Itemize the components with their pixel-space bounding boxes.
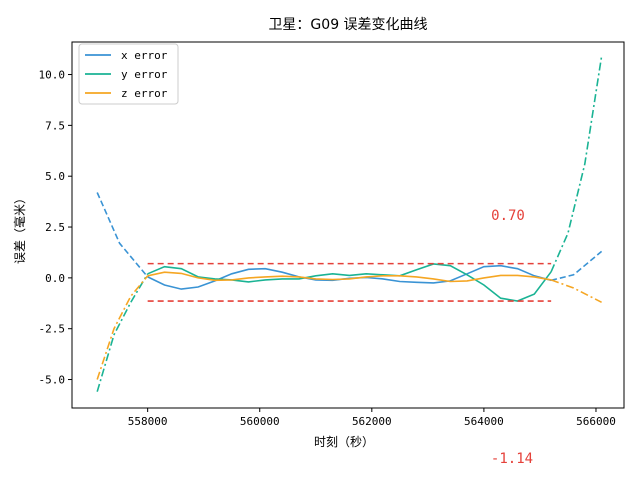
- series-z-error-post: [550, 279, 602, 304]
- y-axis-label: 误差（毫米）: [12, 192, 27, 264]
- x-tick-label-560000: 560000: [240, 415, 280, 428]
- chart-title: 卫星：G09 误差变化曲线: [268, 17, 427, 33]
- series-y-error-fit: [147, 263, 552, 302]
- x-tick-label-562000: 562000: [352, 415, 392, 428]
- y-tick-label-5: 5.0: [45, 170, 65, 183]
- y-tick-label--5: -5.0: [39, 374, 66, 387]
- x-tick-label-566000: 566000: [576, 415, 616, 428]
- plot-frame: [71, 41, 625, 409]
- series-x-error-pre: [96, 192, 149, 278]
- y-tick-label-7.5: 7.5: [45, 119, 65, 132]
- series-z-error-pre: [96, 275, 149, 380]
- series-y-error-pre: [96, 273, 149, 392]
- x-tick-label-564000: 564000: [464, 415, 504, 428]
- legend-label-x-error: x error: [121, 49, 168, 62]
- series-y-error-post: [550, 56, 603, 273]
- y-tick-label-0: 0.0: [45, 272, 65, 285]
- legend-box: [78, 43, 179, 105]
- y-tick-label-2.5: 2.5: [45, 221, 65, 234]
- series-z-error-fit: [147, 271, 552, 283]
- y-tick-label-10: 10.0: [39, 69, 66, 82]
- series-x-error-post: [550, 250, 603, 282]
- legend-label-z-error: z error: [121, 87, 168, 100]
- lower-bound-label: -1.14: [491, 451, 533, 467]
- x-axis-label: 时刻（秒）: [314, 435, 374, 449]
- y-tick-label--2.5: -2.5: [39, 323, 66, 336]
- upper-bound-label: 0.70: [491, 208, 525, 224]
- legend-label-y-error: y error: [121, 68, 168, 81]
- x-tick-label-558000: 558000: [128, 415, 168, 428]
